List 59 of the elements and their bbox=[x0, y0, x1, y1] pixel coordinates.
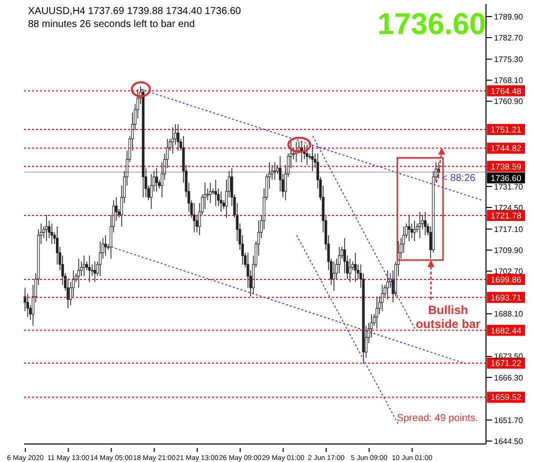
ref-line-label: 1744.82 bbox=[490, 143, 522, 154]
ref-line-label: 1693.71 bbox=[490, 292, 522, 302]
candlestick bbox=[209, 182, 212, 204]
candlestick bbox=[408, 214, 410, 242]
ref-line-label: 1671.22 bbox=[490, 358, 522, 368]
y-tick-label: 1666.30 bbox=[494, 373, 524, 382]
y-tick-label: 1709.90 bbox=[494, 246, 524, 255]
candlestick bbox=[386, 270, 389, 300]
y-tick-label: 1644.50 bbox=[494, 436, 524, 446]
candlestick bbox=[98, 240, 102, 277]
ref-line-label: 1682.44 bbox=[490, 325, 522, 336]
candlestick bbox=[94, 261, 96, 282]
candlestick bbox=[150, 174, 153, 210]
y-tick-label: 1789.90 bbox=[494, 12, 524, 22]
candlestick bbox=[413, 220, 416, 242]
candlestick bbox=[88, 255, 91, 282]
y-tick-label: 1717.10 bbox=[494, 224, 524, 234]
candlestick bbox=[354, 252, 357, 282]
candlestick bbox=[77, 258, 80, 288]
chart-title: XAUUSD,H4 1737.69 1739.88 1734.40 1736.60 bbox=[28, 6, 241, 17]
ref-line-label: 1721.78 bbox=[490, 210, 522, 220]
text: 88 minutes 26 seconds left to bar end bbox=[28, 19, 195, 30]
ref-line-label: 1699.86 bbox=[490, 274, 522, 284]
candlestick bbox=[176, 124, 180, 151]
candlestick bbox=[376, 296, 378, 330]
ref-line-label: 1751.21 bbox=[490, 124, 522, 135]
candlestick bbox=[380, 284, 384, 312]
annotation: Bullish outside bar bbox=[414, 303, 482, 331]
candlestick bbox=[418, 211, 422, 239]
candlestick bbox=[155, 168, 158, 192]
y-tick-label: 1651.70 bbox=[494, 416, 524, 425]
candlestick bbox=[192, 202, 196, 233]
ref-line-label: 1764.48 bbox=[490, 86, 522, 96]
candlestick bbox=[274, 162, 276, 180]
y-tick-label: 1760.90 bbox=[494, 97, 524, 106]
candlestick bbox=[45, 214, 48, 242]
ref-line-label: 1736.60 bbox=[490, 172, 522, 183]
ref-line-label: 1659.52 bbox=[490, 392, 522, 402]
candlestick bbox=[348, 258, 352, 282]
candlestick bbox=[82, 255, 86, 277]
y-tick-label: 1702.70 bbox=[494, 266, 524, 276]
y-tick-label: 1775.30 bbox=[494, 55, 524, 64]
candlestick bbox=[171, 126, 174, 154]
candlestick bbox=[311, 144, 314, 172]
candlestick bbox=[332, 261, 336, 292]
candlestick bbox=[424, 211, 427, 236]
y-tick-label: 1768.10 bbox=[494, 76, 524, 86]
candlestick bbox=[214, 179, 218, 206]
y-tick-label: 1731.70 bbox=[494, 182, 524, 192]
candlestick bbox=[50, 223, 54, 244]
candlestick bbox=[212, 188, 214, 195]
y-tick-label: 1688.10 bbox=[494, 310, 524, 319]
annotation: Spread: 49 points. bbox=[396, 413, 478, 424]
y-tick-label: 1782.70 bbox=[494, 33, 524, 42]
candlestick bbox=[220, 191, 222, 212]
annotation: 1736.60 bbox=[376, 8, 486, 41]
candlestick bbox=[104, 234, 107, 256]
ref-line-label: 1738.59 bbox=[490, 161, 522, 172]
candlestick bbox=[306, 144, 308, 166]
